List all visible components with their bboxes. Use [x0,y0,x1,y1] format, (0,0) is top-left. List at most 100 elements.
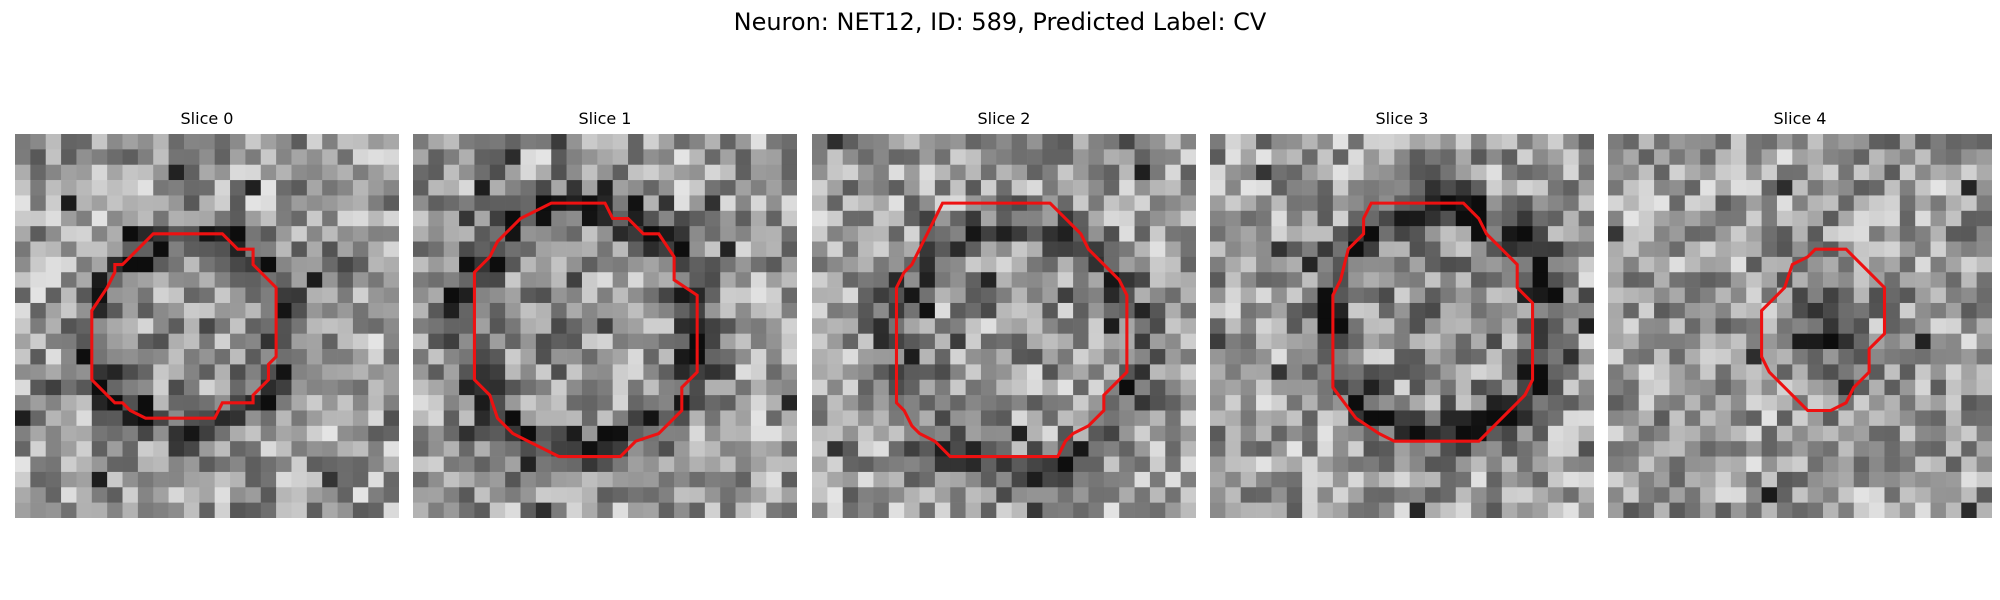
pixel [443,395,460,411]
pixel [1180,164,1196,181]
pixel [322,195,338,212]
pixel [1501,502,1518,518]
pixel [735,134,752,150]
pixel [674,302,690,319]
pixel [1225,410,1242,427]
pixel [245,302,262,319]
pixel [1700,425,1716,442]
pixel [1240,134,1257,150]
pixel [566,410,583,427]
pixel [1027,410,1043,427]
pixel [1608,364,1624,381]
pixel [337,287,354,304]
pixel [183,502,200,518]
pixel [183,425,200,442]
pixel [168,502,185,518]
pixel [1945,502,1962,518]
pixel [781,425,797,442]
pixel [413,256,429,273]
pixel [15,256,31,273]
pixel [1165,195,1181,212]
pixel [30,379,47,396]
pixel [1915,195,1931,212]
pixel [1455,226,1472,242]
pixel [1761,333,1778,350]
pixel [1425,164,1441,181]
pixel [505,487,521,503]
pixel [1210,134,1226,150]
pixel [1930,333,1947,350]
pixel [1149,425,1166,442]
pixel [428,379,445,396]
pixel [520,333,537,350]
pixel [1899,256,1916,273]
pixel [1669,333,1686,350]
pixel [950,149,966,166]
pixel [1715,456,1732,473]
pixel [1256,349,1272,365]
pixel [1961,425,1977,442]
pixel [827,349,844,365]
pixel [61,210,77,227]
pixel [413,395,429,411]
pixel [1976,318,1992,334]
pixel [1945,425,1962,442]
pixel [122,149,139,166]
pixel [474,210,491,227]
pixel [1730,379,1747,396]
pixel [245,287,262,304]
pixel [1517,210,1533,227]
pixel [996,318,1012,334]
pixel [1409,425,1426,442]
pixel [474,134,491,150]
pixel [566,471,583,488]
pixel [505,471,521,488]
pixel [260,241,277,258]
pixel [1838,226,1855,242]
pixel [1869,256,1885,273]
pixel [428,318,445,334]
pixel [1623,364,1640,381]
pixel [1823,379,1839,396]
pixel [1807,395,1824,411]
pixel [1776,149,1793,166]
pixel [1225,456,1242,473]
pixel [888,226,905,242]
pixel [260,226,277,242]
pixel [352,226,369,242]
pixel [30,487,47,503]
pixel [137,149,154,166]
pixel [628,210,644,227]
pixel [1042,487,1059,503]
pixel [1073,256,1089,273]
pixel [45,395,62,411]
pixel [996,441,1012,457]
pixel [965,410,982,427]
pixel [214,349,231,365]
pixel [45,302,62,319]
pixel [459,180,475,196]
pixel [1776,180,1793,196]
pixel [1486,134,1503,150]
pixel [76,471,93,488]
pixel [1042,164,1059,181]
pixel [628,164,644,181]
pixel [1623,441,1640,457]
pixel [735,302,752,319]
pixel [858,487,874,503]
pixel [842,410,859,427]
pixel [551,425,567,442]
pixel [45,241,62,258]
pixel [291,149,308,166]
pixel [413,487,429,503]
pixel [842,210,859,227]
pixel [291,487,308,503]
pixel [1134,379,1151,396]
pixel [1638,302,1655,319]
pixel [1669,410,1686,427]
pixel [1210,425,1226,442]
pixel [1286,456,1303,473]
pixel [1073,425,1089,442]
pixel [1532,226,1549,242]
pixel [842,395,859,411]
